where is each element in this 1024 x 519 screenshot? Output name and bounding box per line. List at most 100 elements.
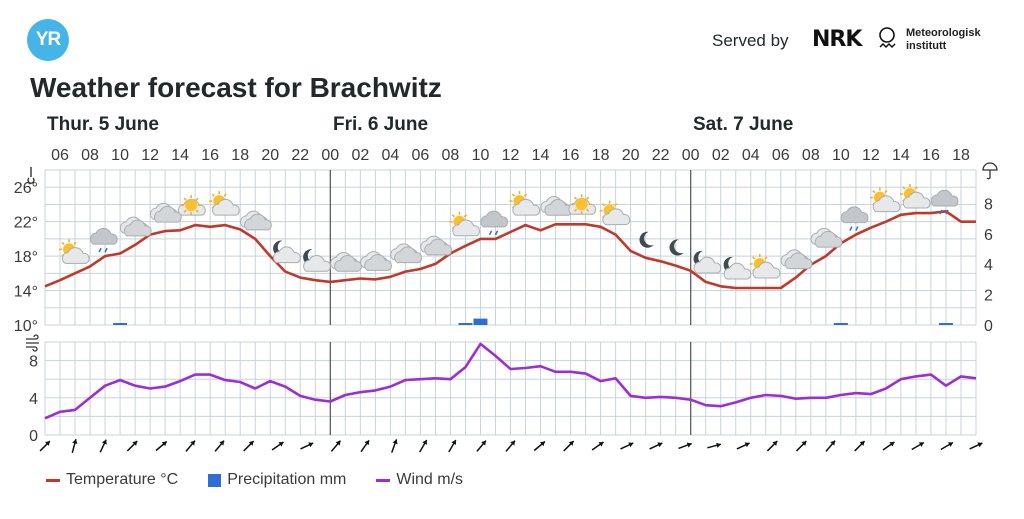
wind-direction-arrow-icon	[214, 440, 225, 452]
wind-direction-arrow-icon	[39, 440, 51, 452]
partly-sunny-icon	[59, 239, 90, 264]
cloud-icon	[780, 249, 813, 270]
moon-cloud-icon	[723, 256, 752, 280]
temperature-tick-label: 22°	[14, 215, 38, 232]
x-tick-label: 14	[892, 147, 910, 164]
x-tick-label: 22	[291, 147, 309, 164]
sun-ray	[511, 193, 516, 197]
legend-temperature: Temperature °C	[46, 471, 178, 489]
arrow-head	[744, 442, 750, 448]
moon-cloud-icon	[303, 249, 331, 272]
cloud-shape	[930, 189, 959, 207]
wind-icon	[26, 334, 39, 352]
cloud-icon	[330, 251, 362, 272]
x-tick-label: 02	[351, 147, 369, 164]
day-label-saturday: Sat. 7 June	[693, 114, 794, 135]
precipitation-bar	[833, 323, 848, 325]
met-line-2: institutt	[906, 40, 947, 52]
sun-ray	[195, 197, 199, 201]
legend-precipitation-label: Precipitation mm	[227, 471, 347, 488]
sun-ray	[914, 186, 918, 190]
wind-direction-arrow-icon	[766, 440, 778, 452]
legend-wind: Wind m/s	[376, 471, 463, 489]
cloud-icon	[540, 196, 573, 216]
arrow-head	[278, 441, 284, 447]
partly-sunny-icon	[869, 187, 901, 213]
cloud-icon	[360, 251, 392, 271]
legend-precipitation-swatch	[208, 473, 222, 487]
sun-disc	[185, 199, 198, 212]
sun-ray	[183, 209, 187, 213]
x-tick-label: 08	[442, 147, 460, 164]
cloud-shape	[872, 195, 901, 213]
legend-wind-swatch	[376, 478, 391, 482]
arrow-head	[716, 442, 721, 448]
met-logo-icon[interactable]	[878, 25, 900, 55]
sun-ray	[752, 256, 756, 260]
sun-cloud-icon	[568, 194, 597, 215]
partly-sunny-icon	[749, 253, 781, 279]
x-tick-label: 12	[862, 147, 880, 164]
sun-ray	[223, 193, 227, 197]
wind-direction-arrow-icon	[649, 442, 663, 450]
x-tick-label: 16	[562, 147, 580, 164]
partly-sunny-icon	[899, 184, 931, 209]
cloud-rain-icon	[480, 210, 508, 236]
arrow-head	[308, 442, 314, 448]
sun-ray	[585, 196, 590, 200]
wind-direction-arrow-icon	[71, 439, 78, 453]
precipitation-tick-label: 6	[984, 227, 993, 244]
arrow-head	[628, 442, 634, 448]
moon-shape	[669, 239, 684, 256]
wind-direction-arrow-icon	[795, 440, 807, 452]
arrow-head	[598, 441, 604, 447]
cloud-icon	[810, 227, 843, 248]
x-tick-label: 06	[772, 147, 790, 164]
moon-cloud-icon	[693, 250, 722, 274]
cloud-shape	[602, 208, 631, 226]
cloud-shape	[244, 213, 272, 231]
wind-direction-arrow-icon	[854, 440, 866, 452]
wind-direction-arrow-icon	[620, 442, 634, 450]
cloud-shape	[452, 219, 480, 237]
wind-direction-arrow-icon	[707, 442, 722, 449]
rain-drops	[98, 247, 108, 253]
arrow-head	[364, 440, 370, 446]
wind-direction-arrow-icon	[563, 440, 575, 452]
wind-tick-label: 8	[29, 354, 38, 371]
x-tick-label: 06	[412, 147, 430, 164]
yr-logo[interactable]: YR	[27, 19, 69, 61]
cloud-shape	[693, 256, 722, 274]
day-label-thursday: Thur. 5 June	[47, 114, 159, 135]
wind-direction-arrow-icon	[736, 442, 750, 450]
nrk-logo[interactable]: NRK	[812, 27, 862, 52]
arrow-head	[451, 439, 457, 445]
legend-precipitation: Precipitation mm	[208, 471, 346, 489]
temperature-tick-label: 18°	[14, 249, 38, 266]
wind-tick-label: 4	[29, 391, 38, 408]
wind-direction-arrow-icon	[330, 440, 342, 452]
x-tick-label: 00	[682, 147, 700, 164]
x-tick-label: 22	[652, 147, 670, 164]
sun-ray	[61, 241, 65, 245]
sun-ray	[902, 186, 906, 190]
cloud-shape	[153, 205, 182, 223]
cloud-shape	[303, 254, 331, 272]
legend-temperature-swatch	[46, 478, 60, 482]
wind-direction-arrow-icon	[678, 442, 692, 450]
wind-direction-arrow-icon	[185, 440, 196, 452]
cloud-shape	[723, 262, 752, 280]
wind-direction-arrow-icon	[591, 441, 604, 451]
wind-direction-arrow-icon	[448, 439, 457, 453]
temperature-line	[44, 210, 976, 290]
cloud-shape	[89, 227, 118, 245]
precipitation-bar	[473, 318, 488, 325]
sun-ray	[764, 256, 768, 260]
cloud-shape	[61, 247, 90, 264]
x-tick-label: 10	[832, 147, 850, 164]
cloud-icon	[149, 202, 182, 223]
partly-sunny-icon	[449, 211, 480, 237]
x-tick-label: 14	[532, 147, 550, 164]
precipitation-bar	[113, 323, 128, 325]
wind-direction-arrow-icon	[243, 440, 255, 452]
